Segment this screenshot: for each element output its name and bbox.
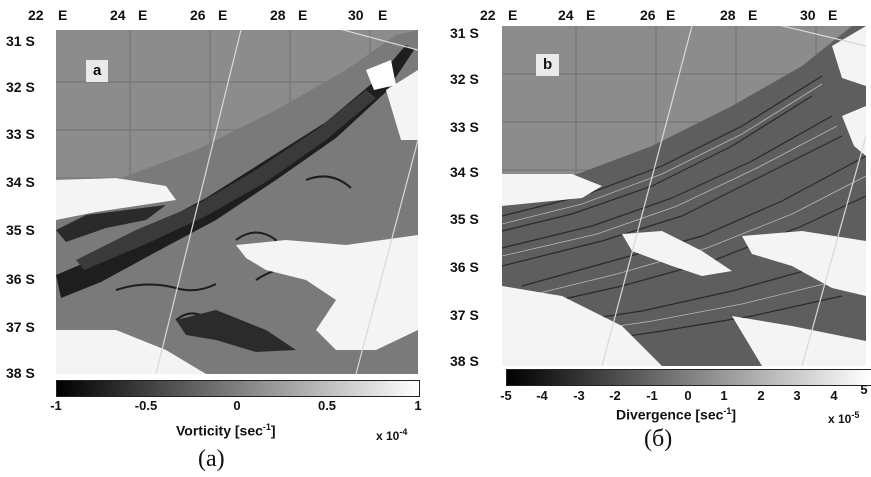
lon-label: 24	[110, 7, 126, 23]
vorticity-colorbar	[56, 380, 420, 397]
lat-label: 36	[6, 271, 22, 287]
lon-label: 26	[640, 7, 656, 23]
lat-label: S	[469, 25, 479, 41]
divergence-map-image	[502, 26, 866, 366]
colorbar-title: Divergence [sec-1]	[616, 406, 737, 423]
vorticity-map	[56, 30, 418, 374]
lat-label: S	[469, 211, 479, 227]
divergence-map	[502, 26, 866, 366]
lat-label: S	[25, 319, 35, 335]
colorbar-tick: 2	[757, 388, 765, 403]
lon-label: E	[298, 7, 308, 23]
lon-label: E	[378, 7, 388, 23]
lon-label: 26	[190, 7, 206, 23]
lon-label: 30	[348, 7, 364, 23]
lat-label: S	[469, 71, 479, 87]
colorbar-tick: -4	[536, 388, 548, 403]
colorbar-scale: x 10-4	[376, 427, 408, 443]
lat-label: S	[469, 119, 479, 135]
divergence-colorbar	[506, 369, 871, 386]
panel-caption: (б)	[644, 426, 673, 452]
panel-b: 22 E 24 E 26 E 28 E 30 E 31 S 32 S 33 S …	[444, 0, 871, 477]
lat-label: 36	[450, 259, 466, 275]
lat-label: 33	[6, 126, 22, 142]
lon-label: E	[828, 7, 838, 23]
lat-label: 32	[450, 71, 466, 87]
panel-caption: (a)	[198, 446, 225, 472]
lon-label: E	[218, 7, 228, 23]
lon-label: 28	[270, 7, 286, 23]
colorbar-tick: -1	[646, 388, 658, 403]
lat-label: 38	[6, 365, 22, 381]
lat-label: S	[25, 365, 35, 381]
colorbar-tick: 0	[684, 388, 692, 403]
lon-label: 22	[480, 7, 496, 23]
lon-label: 30	[800, 7, 816, 23]
colorbar-tick: 0.5	[317, 398, 337, 413]
colorbar-tick: -2	[609, 388, 621, 403]
lat-label: 35	[450, 211, 466, 227]
lon-label: 28	[720, 7, 736, 23]
lat-label: 37	[450, 307, 466, 323]
lat-label: S	[25, 222, 35, 238]
lat-label: 31	[450, 25, 466, 41]
colorbar-tick: 0	[233, 398, 241, 413]
colorbar-tick: -1	[50, 398, 62, 413]
colorbar-tick: 1	[414, 398, 422, 413]
colorbar-scale: x 10-5	[828, 410, 860, 426]
lat-label: 34	[450, 164, 466, 180]
lat-label: 33	[450, 119, 466, 135]
lat-label: S	[25, 33, 35, 49]
lat-label: 31	[6, 33, 22, 49]
lat-label: 32	[6, 79, 22, 95]
colorbar-tick: -3	[573, 388, 585, 403]
lon-label: E	[138, 7, 148, 23]
lat-label: S	[469, 307, 479, 323]
lat-label: 34	[6, 174, 22, 190]
lat-label: S	[25, 126, 35, 142]
vorticity-map-image	[56, 30, 418, 374]
colorbar-title: Vorticity [sec-1]	[176, 422, 276, 439]
lon-label: E	[58, 7, 68, 23]
lat-label: S	[25, 271, 35, 287]
panel-tag: a	[86, 60, 109, 82]
lat-label: S	[25, 174, 35, 190]
panel-a: 22 E 24 E 26 E 28 E 30 E 31 S 32 S 33 S …	[0, 0, 430, 477]
lat-label: S	[25, 79, 35, 95]
colorbar-tick: -5	[500, 388, 512, 403]
lon-label: E	[666, 7, 676, 23]
lat-label: S	[469, 164, 479, 180]
lon-label: 24	[558, 7, 574, 23]
colorbar-tick: 1	[720, 388, 728, 403]
lon-label: E	[586, 7, 596, 23]
lon-label: E	[508, 7, 518, 23]
lat-label: 37	[6, 319, 22, 335]
colorbar-tick: 4	[830, 388, 838, 403]
colorbar-tick: 5	[860, 382, 868, 397]
lon-label: E	[748, 7, 758, 23]
lon-label: 22	[28, 7, 44, 23]
lat-label: S	[469, 353, 479, 369]
lat-label: S	[469, 259, 479, 275]
colorbar-tick: 3	[793, 388, 801, 403]
lat-label: 38	[450, 353, 466, 369]
colorbar-tick: -0.5	[134, 398, 158, 413]
panel-tag: b	[536, 54, 560, 76]
lat-label: 35	[6, 222, 22, 238]
